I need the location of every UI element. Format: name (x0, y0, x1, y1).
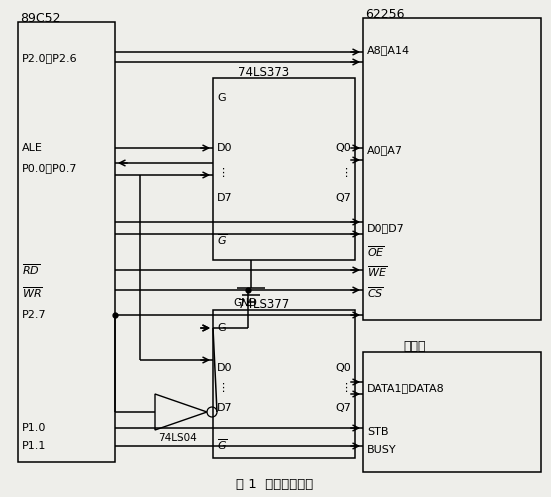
Text: $\overline{G}$: $\overline{G}$ (217, 233, 228, 248)
Text: $\overline{WR}$: $\overline{WR}$ (22, 286, 43, 300)
Text: G: G (217, 323, 225, 333)
Text: P2.0～P2.6: P2.0～P2.6 (22, 53, 78, 63)
Text: $\overline{G}$: $\overline{G}$ (217, 438, 228, 452)
Text: 打印机: 打印机 (403, 339, 425, 352)
Text: ⋮: ⋮ (340, 168, 351, 178)
Bar (18, 22, 115, 462)
Text: P0.0～P0.7: P0.0～P0.7 (22, 163, 78, 173)
Text: D0～D7: D0～D7 (367, 223, 405, 233)
Bar (363, 352, 541, 472)
Text: 74LS377: 74LS377 (238, 298, 289, 311)
Text: $\overline{CS}$: $\overline{CS}$ (367, 286, 384, 300)
Text: 图 1  硬件原理框图: 图 1 硬件原理框图 (236, 478, 314, 491)
Text: G: G (217, 93, 225, 103)
Text: GND: GND (233, 298, 257, 308)
Text: $\overline{WE}$: $\overline{WE}$ (367, 265, 387, 279)
Text: Q0: Q0 (335, 143, 351, 153)
Text: BUSY: BUSY (367, 445, 397, 455)
Text: ALE: ALE (22, 143, 43, 153)
Text: $\overline{RD}$: $\overline{RD}$ (22, 263, 40, 277)
Text: D0: D0 (217, 143, 233, 153)
Bar (363, 18, 541, 320)
Text: Q0: Q0 (335, 363, 351, 373)
Text: ⋮: ⋮ (340, 383, 351, 393)
Text: 62256: 62256 (365, 7, 404, 20)
Text: D7: D7 (217, 193, 233, 203)
Text: 89C52: 89C52 (20, 11, 61, 24)
Text: STB: STB (367, 427, 388, 437)
Text: A8～A14: A8～A14 (367, 45, 410, 55)
Text: ⋮: ⋮ (217, 168, 228, 178)
Text: 74LS373: 74LS373 (238, 66, 289, 79)
Text: D7: D7 (217, 403, 233, 413)
Text: DATA1～DATA8: DATA1～DATA8 (367, 383, 445, 393)
Bar (213, 310, 355, 458)
Text: 74LS04: 74LS04 (158, 433, 197, 443)
Text: Q7: Q7 (335, 403, 351, 413)
Text: Q7: Q7 (335, 193, 351, 203)
Text: A0～A7: A0～A7 (367, 145, 403, 155)
Text: $\overline{OE}$: $\overline{OE}$ (367, 245, 385, 259)
Text: ⋮: ⋮ (217, 383, 228, 393)
Bar (213, 78, 355, 260)
Text: P1.0: P1.0 (22, 423, 46, 433)
Text: P1.1: P1.1 (22, 441, 46, 451)
Text: P2.7: P2.7 (22, 310, 47, 320)
Text: D0: D0 (217, 363, 233, 373)
